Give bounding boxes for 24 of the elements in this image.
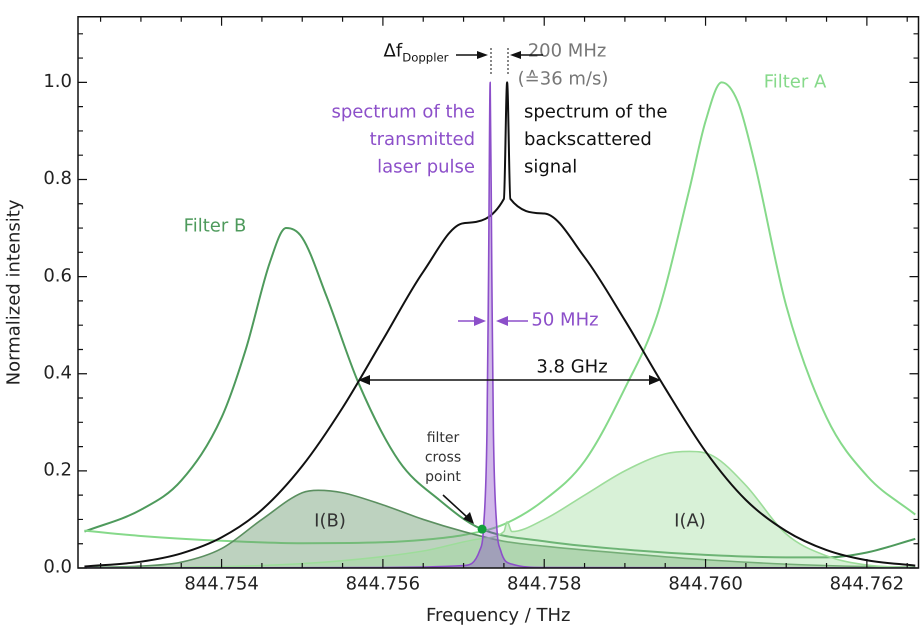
y-tick-label: 1.0 <box>43 71 72 92</box>
series-label: Filter B <box>184 216 246 237</box>
y-tick-label: 0.0 <box>43 556 72 578</box>
annotation: 200 MHz <box>528 40 606 62</box>
x-tick-label: 844.760 <box>668 573 743 594</box>
series-label: I(B) <box>314 510 346 532</box>
annotation: 3.8 GHz <box>536 356 608 378</box>
annotation: 50 MHz <box>531 310 599 331</box>
series-label: I(A) <box>674 510 706 532</box>
x-tick-label: 844.758 <box>507 573 582 594</box>
annotation: (≙36 m/s) <box>518 68 608 90</box>
series-label: spectrum of the backscattered signal <box>524 102 668 178</box>
x-axis-title: Frequency / THz <box>426 604 570 626</box>
y-tick-label: 0.4 <box>43 362 72 384</box>
y-axis-title: Normalized intensity <box>3 199 24 386</box>
x-tick-label: 844.756 <box>346 573 420 594</box>
series-label: spectrum of the transmitted laser pulse <box>331 102 476 178</box>
series-label: Filter A <box>764 72 827 93</box>
y-tick-label: 0.2 <box>43 460 72 481</box>
y-tick-label: 0.8 <box>43 168 72 190</box>
annotation: filter cross point <box>424 430 462 486</box>
y-tick-label: 0.6 <box>43 265 72 286</box>
x-tick-label: 844.762 <box>830 573 904 594</box>
x-tick-label: 844.754 <box>184 573 259 594</box>
